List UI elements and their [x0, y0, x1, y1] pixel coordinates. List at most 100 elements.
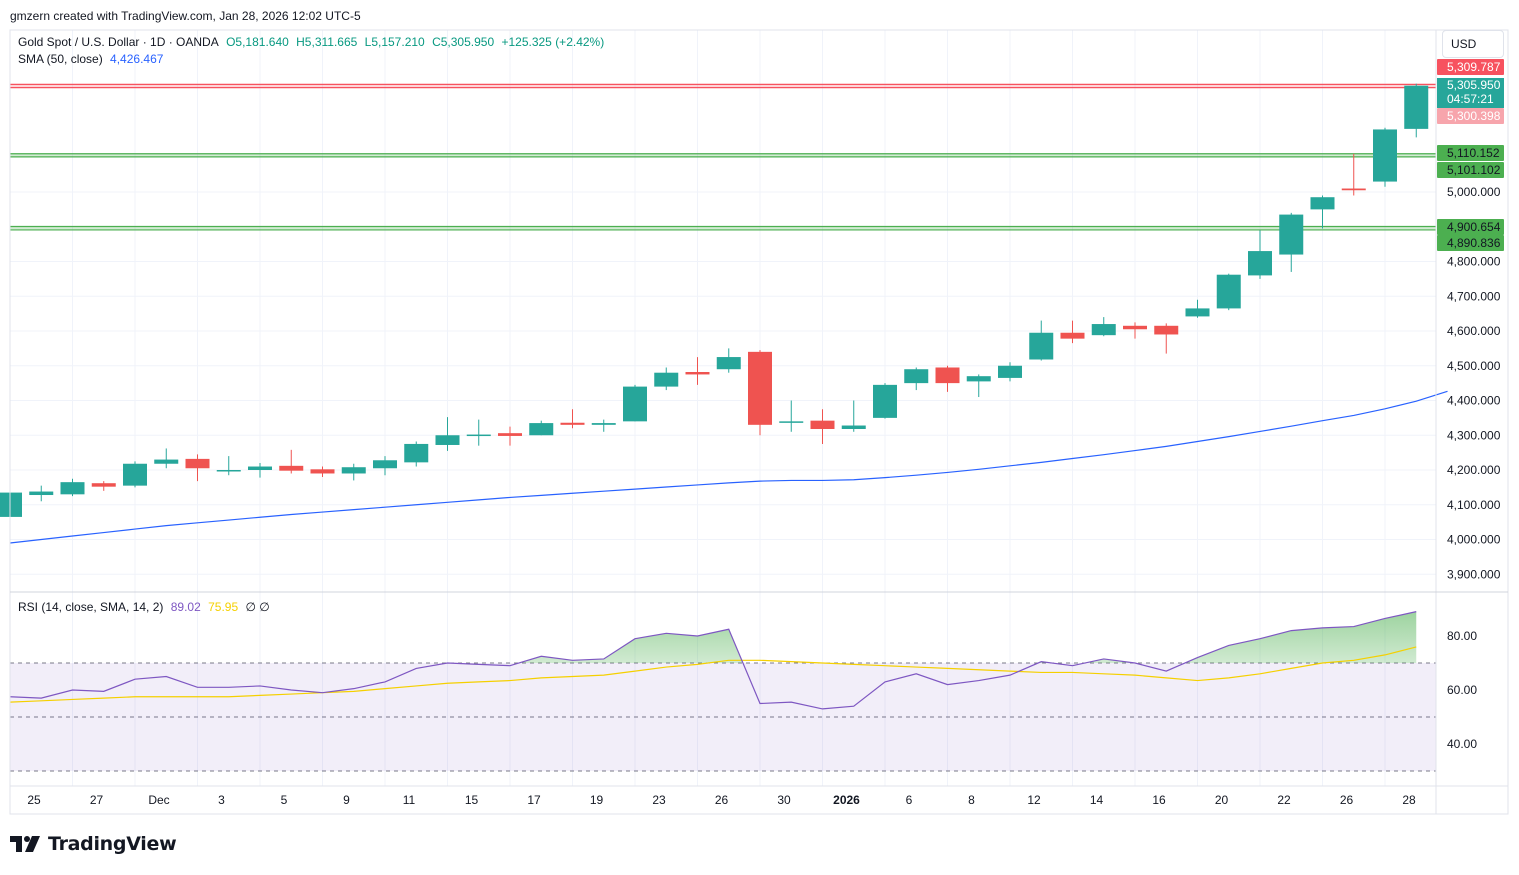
candle — [748, 350, 772, 436]
currency-button[interactable]: USD — [1442, 30, 1504, 58]
candle-body — [1091, 324, 1116, 336]
support-2-zone — [10, 226, 1436, 230]
time-tick-label: 23 — [652, 793, 666, 807]
candle-body — [1123, 325, 1147, 330]
last-price-bg — [1437, 78, 1504, 108]
time-tick-label: 6 — [906, 793, 913, 807]
price-tick-label: 5,000.000 — [1447, 185, 1501, 199]
price-tick-label: 4,500.000 — [1447, 359, 1501, 373]
tradingview-logo-icon — [10, 836, 40, 852]
candle-body — [498, 433, 522, 436]
candle-body — [0, 492, 22, 517]
candle — [60, 478, 85, 497]
resistance-lower-tag-text: 5,300.398 — [1447, 109, 1501, 123]
change-value: +125.325 (+2.42%) — [501, 35, 605, 49]
candle — [1029, 320, 1054, 361]
candle — [185, 454, 210, 482]
support2-lower-tag: 4,890.836 — [1437, 235, 1504, 251]
candle-body — [623, 386, 647, 422]
countdown-text: 04:57:21 — [1447, 92, 1494, 106]
time-tick-label: 26 — [1340, 793, 1354, 807]
price-tick-label: 4,200.000 — [1447, 463, 1501, 477]
support1-lower-tag: 5,101.102 — [1437, 162, 1504, 178]
candle — [623, 384, 647, 422]
price-tick-label: 4,600.000 — [1447, 324, 1501, 338]
last-price-text: 5,305.950 — [1447, 78, 1501, 92]
time-tick-label: 17 — [527, 793, 541, 807]
candle — [685, 357, 710, 385]
candle-body — [1279, 214, 1304, 255]
candle — [998, 362, 1022, 382]
price-tick-label: 4,100.000 — [1447, 498, 1501, 512]
candle-body — [685, 372, 710, 375]
time-tick-label: 26 — [715, 793, 729, 807]
candle-body — [1060, 332, 1085, 339]
candle-body — [966, 376, 991, 382]
symbol-title[interactable]: Gold Spot / U.S. Dollar · 1D · OANDA — [18, 35, 219, 49]
candle — [1091, 317, 1116, 337]
candle — [1248, 230, 1272, 279]
rsi-axis: 80.00 60.00 40.00 — [1447, 629, 1477, 751]
candle-body — [1248, 251, 1272, 276]
tradingview-logo: TradingView — [10, 833, 177, 855]
rsi-background — [10, 663, 1436, 771]
price-tick-label: 4,800.000 — [1447, 255, 1501, 269]
price-tick-label: 4,000.000 — [1447, 533, 1501, 547]
candle — [654, 367, 679, 391]
candle-body — [560, 422, 585, 425]
time-tick-label: 19 — [590, 793, 604, 807]
sma-label[interactable]: SMA (50, close) — [18, 52, 103, 66]
high-value: H5,311.665 — [296, 35, 358, 49]
support1-upper-tag: 5,110.152 — [1437, 145, 1504, 161]
candle-body — [185, 458, 210, 469]
rsi-line — [9, 611, 1417, 710]
sma-value: 4,426.467 — [110, 52, 164, 66]
resistance-upper-tag-bg — [1437, 59, 1504, 75]
candle — [216, 456, 241, 476]
candle — [779, 400, 804, 432]
time-tick-label: 15 — [465, 793, 479, 807]
candle — [435, 417, 460, 451]
candle-body — [998, 365, 1022, 378]
panel-frame — [9, 29, 1509, 815]
chart-border — [9, 29, 1509, 815]
candle — [1279, 212, 1304, 272]
price-tick-label: 4,300.000 — [1447, 428, 1501, 442]
candle-body — [60, 482, 85, 495]
rsi-band-fill — [10, 663, 1436, 771]
time-tick-label: 14 — [1090, 793, 1104, 807]
candle — [560, 409, 585, 429]
sma-50-line — [9, 390, 1448, 544]
candle-body — [216, 470, 241, 472]
resistance-lower-tag-bg — [1437, 108, 1504, 124]
support1-upper-tag-text: 5,110.152 — [1447, 146, 1500, 160]
time-tick-label: 20 — [1215, 793, 1229, 807]
candle-body — [310, 469, 335, 474]
time-tick-label: 11 — [403, 793, 416, 807]
candle — [91, 481, 116, 491]
rsi-overbought-fill — [10, 611, 1417, 663]
time-tick-label: Dec — [148, 793, 169, 807]
candle-body — [591, 423, 616, 425]
ohlc-legend: Gold Spot / U.S. Dollar · 1D · OANDA O5,… — [18, 35, 608, 49]
candle — [341, 463, 366, 481]
support2-upper-tag-text: 4,900.654 — [1447, 220, 1501, 234]
candle — [935, 365, 960, 392]
rsi-tick-label: 40.00 — [1447, 737, 1477, 751]
time-tick-label: 9 — [343, 793, 350, 807]
support1-upper-tag-bg — [1437, 145, 1504, 161]
candle-body — [1029, 332, 1054, 360]
support2-lower-tag-text: 4,890.836 — [1447, 236, 1501, 250]
candle-body — [404, 443, 429, 463]
candle-body — [779, 421, 804, 423]
time-tick-label: 25 — [27, 793, 41, 807]
rsi-series — [9, 611, 1417, 710]
rsi-label[interactable]: RSI (14, close, SMA, 14, 2) — [18, 600, 164, 614]
candle — [248, 463, 272, 478]
rsi-legend: RSI (14, close, SMA, 14, 2) 89.02 75.95 … — [18, 600, 274, 614]
candle — [154, 448, 179, 469]
support2-upper-tag-bg — [1437, 219, 1504, 235]
candle — [1060, 320, 1085, 344]
candle — [404, 441, 429, 467]
